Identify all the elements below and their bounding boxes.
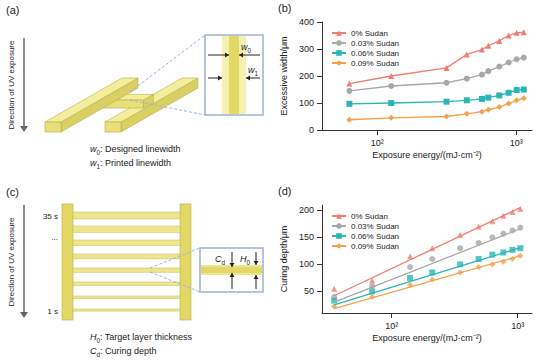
svg-text:300: 300 [299, 44, 314, 54]
svg-text:...: ... [51, 233, 58, 242]
svg-text:10³: 10³ [510, 138, 523, 148]
svg-text:w1: w1 [248, 65, 259, 77]
svg-text:150: 150 [299, 232, 314, 242]
svg-text:0.09% Sudan: 0.09% Sudan [351, 59, 399, 68]
svg-text:Exposure energy/(mJ·cm⁻²): Exposure energy/(mJ·cm⁻²) [372, 333, 482, 343]
svg-text:35 s: 35 s [43, 212, 58, 221]
svg-text:200: 200 [299, 71, 314, 81]
svg-text:w0: w0 [241, 42, 252, 54]
svg-text:Excessive width/μm: Excessive width/μm [279, 36, 289, 115]
svg-text:0.09% Sudan: 0.09% Sudan [351, 242, 399, 251]
svg-text:(c): (c) [6, 186, 19, 198]
svg-text:100: 100 [299, 259, 314, 269]
svg-text:Direction of UV exposure: Direction of UV exposure [7, 40, 16, 129]
svg-text:10³: 10³ [511, 321, 524, 331]
svg-text:10²: 10² [385, 321, 398, 331]
svg-text:H0: Target layer thickness: H0: Target layer thickness [90, 332, 192, 344]
svg-text:H0: H0 [240, 254, 251, 266]
svg-text:0: 0 [309, 125, 314, 135]
svg-text:Cd: Cd [215, 254, 226, 266]
svg-text:200: 200 [299, 205, 314, 215]
svg-text:Cd: Curing depth: Cd: Curing depth [90, 346, 157, 358]
svg-text:(d): (d) [278, 185, 291, 197]
svg-text:(a): (a) [6, 4, 19, 16]
svg-text:100: 100 [299, 98, 314, 108]
svg-text:(b): (b) [278, 2, 291, 14]
svg-text:Exposure energy/(mJ·cm⁻²): Exposure energy/(mJ·cm⁻²) [372, 150, 482, 160]
svg-text:400: 400 [299, 17, 314, 27]
svg-text:0.03% Sudan: 0.03% Sudan [351, 39, 399, 48]
svg-text:0.03% Sudan: 0.03% Sudan [351, 222, 399, 231]
svg-text:w0: Designed linewidth: w0: Designed linewidth [90, 144, 181, 156]
svg-text:10²: 10² [371, 138, 384, 148]
svg-text:0% Sudan: 0% Sudan [351, 29, 388, 38]
svg-text:0.06% Sudan: 0.06% Sudan [351, 49, 399, 58]
svg-text:0.06% Sudan: 0.06% Sudan [351, 232, 399, 241]
svg-text:Direction of UV exposure: Direction of UV exposure [7, 217, 16, 306]
svg-text:1 s: 1 s [47, 307, 58, 316]
svg-text:Curing depth/μm: Curing depth/μm [279, 226, 289, 293]
svg-text:50: 50 [304, 286, 314, 296]
svg-text:0% Sudan: 0% Sudan [351, 212, 388, 221]
svg-text:w1: Printed linewidth: w1: Printed linewidth [90, 158, 171, 170]
